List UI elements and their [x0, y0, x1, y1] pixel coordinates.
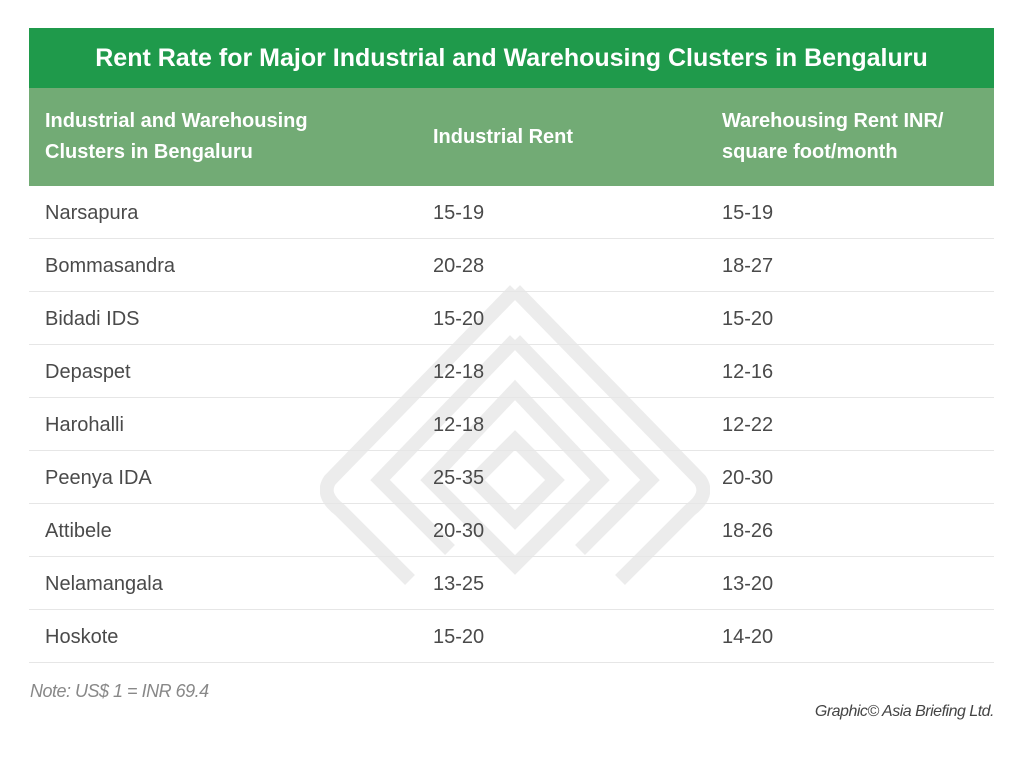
cell-industrial-rent: 15-20: [433, 308, 485, 330]
column-header-industrial-rent: Industrial Rent: [433, 125, 574, 148]
table-row: Depaspet 12-18 12-16: [29, 345, 994, 398]
cell-cluster: Attibele: [45, 520, 112, 542]
cell-industrial-rent: 20-28: [433, 255, 485, 277]
cell-warehousing-rent: 15-19: [722, 202, 774, 224]
cell-warehousing-rent: 15-20: [722, 308, 774, 330]
cell-cluster: Nelamangala: [45, 573, 163, 595]
cell-industrial-rent: 12-18: [433, 361, 485, 383]
cell-industrial-rent: 12-18: [433, 414, 485, 436]
table-header: Industrial and Warehousing Clusters in B…: [29, 88, 994, 186]
table-row: Attibele 20-30 18-26: [29, 504, 994, 557]
note-text: Note: US$ 1 = INR 69.4: [30, 681, 209, 701]
column-header-cluster: Industrial and Warehousing Clusters in B…: [45, 110, 308, 163]
cell-warehousing-rent: 13-20: [722, 573, 774, 595]
cell-warehousing-rent: 12-16: [722, 361, 774, 383]
cell-industrial-rent: 13-25: [433, 573, 485, 595]
cell-warehousing-rent: 18-26: [722, 520, 774, 542]
cell-warehousing-rent: 14-20: [722, 626, 774, 648]
table-row: Narsapura 15-19 15-19: [29, 186, 994, 239]
table-row: Peenya IDA 25-35 20-30: [29, 451, 994, 504]
cell-industrial-rent: 20-30: [433, 520, 485, 542]
cell-cluster: Bidadi IDS: [45, 308, 140, 330]
cell-industrial-rent: 15-20: [433, 626, 485, 648]
table-body: Narsapura 15-19 15-19 Bommasandra 20-28 18-27…: [29, 186, 994, 663]
table-title: Rent Rate for Major Industrial and Wareh…: [29, 28, 994, 88]
cell-warehousing-rent: 20-30: [722, 467, 774, 489]
cell-cluster: Hoskote: [45, 626, 119, 648]
cell-cluster: Peenya IDA: [45, 467, 152, 489]
table-row: Bidadi IDS 15-20 15-20: [29, 292, 994, 345]
cell-cluster: Harohalli: [45, 414, 124, 436]
cell-cluster: Bommasandra: [45, 255, 176, 277]
table-row: Nelamangala 13-25 13-20: [29, 557, 994, 610]
cell-warehousing-rent: 12-22: [722, 414, 774, 436]
cell-industrial-rent: 15-19: [433, 202, 485, 224]
cell-industrial-rent: 25-35: [433, 467, 485, 489]
table-row: Bommasandra 20-28 18-27: [29, 239, 994, 292]
table-row: Hoskote 15-20 14-20: [29, 610, 994, 663]
credit-text: Graphic© Asia Briefing Ltd.: [814, 703, 995, 720]
cell-cluster: Depaspet: [45, 361, 131, 383]
cell-cluster: Narsapura: [45, 202, 139, 224]
column-header-warehousing-rent: Warehousing Rent INR/ square foot/month: [722, 110, 944, 163]
cell-warehousing-rent: 18-27: [722, 255, 774, 277]
table-row: Harohalli 12-18 12-22: [29, 398, 994, 451]
